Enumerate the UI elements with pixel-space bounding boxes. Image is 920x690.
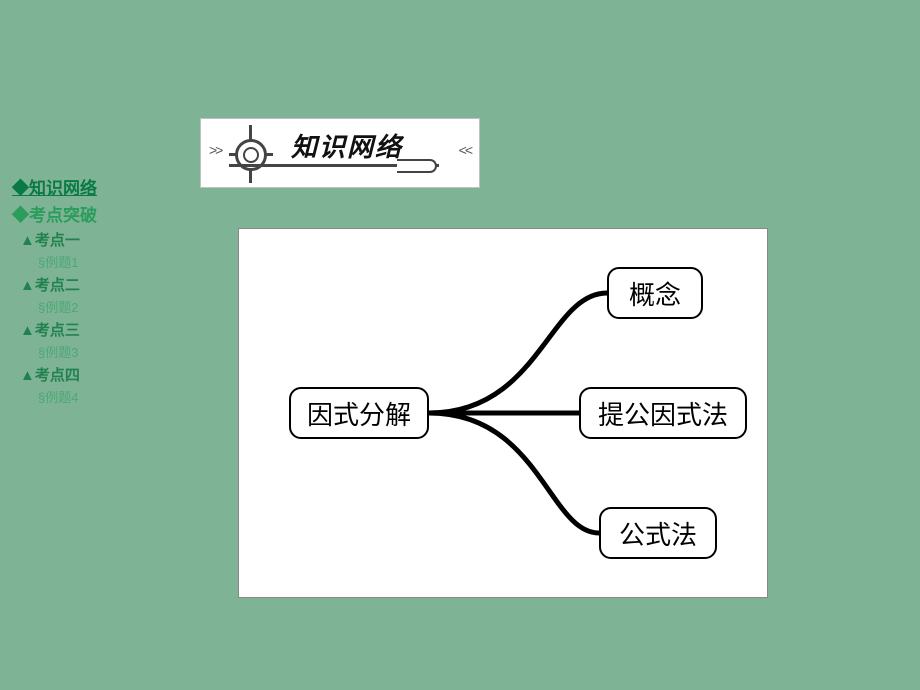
- sidebar-item-breakthrough[interactable]: ◆考点突破: [12, 202, 182, 229]
- node-label: 公式法: [619, 515, 697, 552]
- sidebar-label: 考点四: [35, 367, 80, 384]
- crosshair-target-icon: [229, 125, 281, 185]
- sidebar-item-point1[interactable]: ▲考点一: [20, 229, 182, 253]
- sidebar-label: 例题4: [45, 390, 78, 405]
- sidebar-label: 考点三: [35, 322, 80, 339]
- bullet-triangle-icon: ▲: [20, 277, 35, 294]
- sidebar-label: 知识网络: [29, 179, 97, 198]
- sidebar-item-point3[interactable]: ▲考点三: [20, 319, 182, 343]
- node-root: 因式分解: [289, 387, 429, 439]
- sidebar-nav: ◆知识网络 ◆考点突破 ▲考点一 §例题1 ▲考点二 §例题2 ▲考点三 §例题…: [12, 175, 182, 409]
- sidebar-label: 例题1: [45, 255, 78, 270]
- sidebar-label: 例题3: [45, 345, 78, 360]
- bullet-diamond-icon: ◆: [12, 179, 29, 198]
- sidebar-label: 考点二: [35, 277, 80, 294]
- node-label: 概念: [629, 275, 681, 312]
- banner-arrow-icon: [397, 159, 437, 173]
- bullet-triangle-icon: ▲: [20, 322, 35, 339]
- bullet-triangle-icon: ▲: [20, 367, 35, 384]
- bullet-triangle-icon: ▲: [20, 232, 35, 249]
- concept-diagram: 因式分解 概念 提公因式法 公式法: [238, 228, 768, 598]
- bullet-diamond-icon: ◆: [12, 206, 29, 225]
- node-common-factor: 提公因式法: [579, 387, 747, 439]
- node-formula: 公式法: [599, 507, 717, 559]
- angle-left-icon: >>: [209, 142, 221, 158]
- banner-title: 知识网络: [291, 127, 403, 164]
- sidebar-label: 例题2: [45, 300, 78, 315]
- node-label: 提公因式法: [598, 395, 728, 432]
- sidebar-label: 考点一: [35, 232, 80, 249]
- sidebar-item-example3[interactable]: §例题3: [38, 343, 182, 364]
- sidebar-item-point2[interactable]: ▲考点二: [20, 274, 182, 298]
- sidebar-item-example2[interactable]: §例题2: [38, 298, 182, 319]
- node-concept: 概念: [607, 267, 703, 319]
- sidebar-item-example1[interactable]: §例题1: [38, 253, 182, 274]
- sidebar-item-point4[interactable]: ▲考点四: [20, 364, 182, 388]
- sidebar-item-example4[interactable]: §例题4: [38, 388, 182, 409]
- edge-root-n3: [429, 413, 599, 533]
- banner-knowledge-network: >> 知识网络 <<: [200, 118, 480, 188]
- node-label: 因式分解: [307, 395, 411, 432]
- sidebar-label: 考点突破: [29, 206, 97, 225]
- angle-right-icon: <<: [459, 142, 471, 158]
- sidebar-item-knowledge-network[interactable]: ◆知识网络: [12, 175, 182, 202]
